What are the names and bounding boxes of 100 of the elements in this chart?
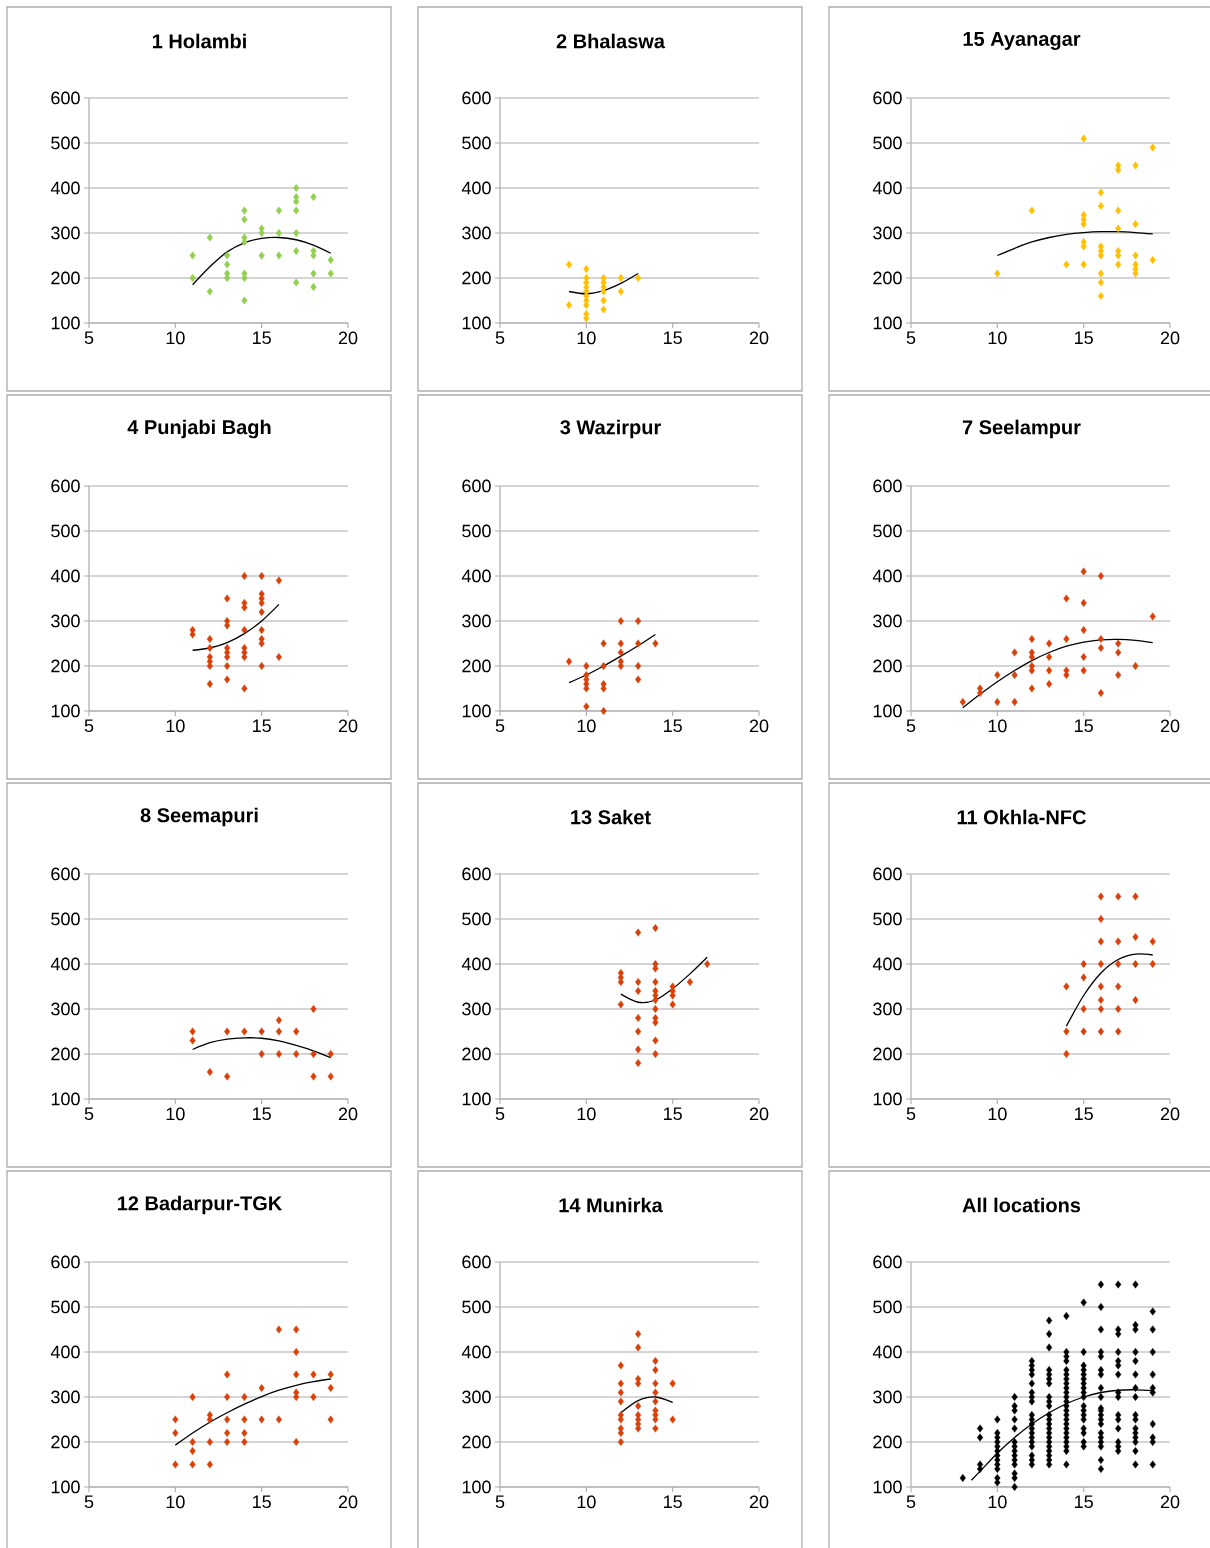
point [206,643,213,652]
y-tick-label: 500 [873,524,902,538]
point [1149,255,1156,264]
point [1097,188,1104,197]
x-tick-label: 20 [1160,719,1180,733]
chart-title: 7 Seelampur [962,419,1081,439]
point [1011,697,1018,706]
y-tick-label: 200 [51,659,80,673]
y-tick-label: 200 [462,1435,491,1449]
y-tick-label: 300 [873,1002,902,1016]
point [1132,959,1139,968]
point [1097,982,1104,991]
point [583,264,590,273]
point [310,192,317,201]
x-tick-label: 15 [1075,331,1093,345]
point [652,1424,659,1433]
point [189,1036,196,1045]
point [275,1027,282,1036]
point [617,1388,624,1397]
point [704,959,711,968]
x-tick-label: 5 [495,719,505,733]
x-tick-label: 20 [338,1107,358,1121]
point [206,287,213,296]
x-tick-label: 20 [749,719,769,733]
y-tick-label: 500 [51,524,80,538]
point [635,1013,642,1022]
point [600,305,607,314]
y-tick-label: 400 [50,569,80,583]
chart-title: 15 Ayanagar [963,32,1081,50]
y-tick-label: 300 [462,614,491,628]
x-tick-label: 10 [166,1107,185,1121]
y-tick-label: 400 [50,957,80,971]
point [258,1383,265,1392]
point [206,634,213,643]
point [241,215,248,224]
y-tick-label: 200 [51,1435,80,1449]
point [1097,291,1104,300]
point [275,1016,282,1025]
y-tick-label: 200 [873,271,902,285]
y-tick-label: 300 [51,1002,80,1016]
point [1028,684,1035,693]
y-tick-label: 400 [50,1345,80,1359]
point [1097,914,1104,923]
point [1028,634,1035,643]
y-tick-label: 200 [462,271,491,285]
point [258,661,265,670]
point [566,300,573,309]
y-tick-label: 400 [872,181,902,195]
point [652,1036,659,1045]
point [172,1428,179,1437]
y-tick-label: 600 [462,1255,491,1269]
y-tick-label: 400 [461,1345,491,1359]
point [617,616,624,625]
x-tick-label: 20 [338,331,358,345]
point [293,228,300,237]
point [241,1027,248,1036]
point [1097,278,1104,287]
x-tick-label: 20 [338,719,358,733]
y-tick-label: 600 [462,867,491,881]
x-tick-label: 5 [495,1107,505,1121]
point [1097,892,1104,901]
point [293,1049,300,1058]
point [652,923,659,932]
x-tick-label: 10 [166,1495,185,1509]
point [1115,959,1122,968]
point [1080,567,1087,576]
y-tick-label: 600 [51,479,80,493]
chart-title: 1 Holambi [152,33,246,49]
point [293,1370,300,1379]
x-tick-label: 10 [577,1107,596,1121]
point [600,661,607,670]
point [172,1415,179,1424]
point [189,251,196,260]
point [172,1460,179,1469]
chart-title: 8 Seemapuri [140,807,258,827]
y-tick-label: 500 [873,136,902,150]
point [1011,670,1018,679]
point [617,1000,624,1009]
point [258,251,265,260]
point [189,1027,196,1036]
point [566,260,573,269]
y-tick-label: 500 [873,912,902,926]
point [669,1379,676,1388]
point [635,1329,642,1338]
point [1132,161,1139,170]
x-tick-label: 5 [495,331,505,345]
y-tick-label: 600 [462,479,491,493]
point [994,697,1001,706]
chart-title: 12 Badarpur-TGK [117,1195,283,1215]
point [206,679,213,688]
x-tick-label: 15 [1075,1107,1093,1121]
x-tick-label: 5 [84,1107,94,1121]
point [241,1392,248,1401]
y-tick-label: 100 [873,1480,902,1494]
point [617,1379,624,1388]
point [206,1067,213,1076]
point [241,1428,248,1437]
point [1046,666,1053,675]
point [189,1392,196,1401]
point [635,977,642,986]
